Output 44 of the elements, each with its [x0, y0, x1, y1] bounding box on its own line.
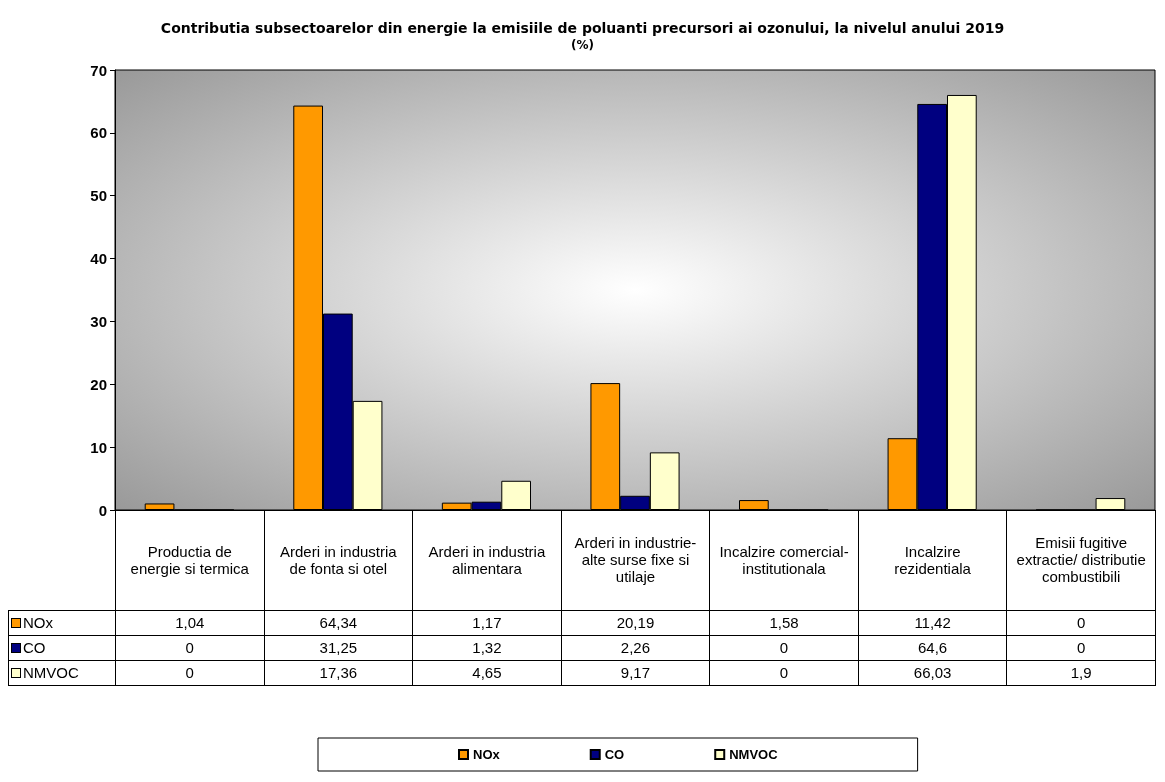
data-label: 31,25: [264, 635, 413, 660]
legend-label: CO: [604, 747, 625, 762]
text: NOx: [473, 747, 500, 762]
y-tick-label: 30: [90, 312, 107, 330]
data-label: 9,17: [561, 660, 710, 685]
y-tick-label: 10: [90, 438, 107, 456]
x-tick-label: Emisii fugitive extractie/ distributie combustibili: [1006, 510, 1156, 610]
data-label: 1,9: [1006, 660, 1156, 685]
x-tick-label: Arderi in industria de fonta si otel: [264, 510, 413, 610]
x-tick-label: Incalzire comercial-institutionala: [709, 510, 859, 610]
y-tick-label: 40: [90, 250, 107, 268]
data-label: 1,17: [412, 610, 562, 635]
data-label: 1,04: [115, 610, 265, 635]
y-tick-label: 60: [90, 124, 107, 142]
data-label: 0: [709, 660, 859, 685]
data-label: 1,58: [709, 610, 859, 635]
y-tick-label: 50: [90, 187, 107, 205]
data-label: 1,32: [412, 635, 562, 660]
x-tick-label: Productia de energie si termica: [115, 510, 265, 610]
x-tick-label: Incalzire rezidentiala: [858, 510, 1007, 610]
data-label: 20,19: [561, 610, 710, 635]
data-label: 4,65: [412, 660, 562, 685]
data-label: 66,03: [858, 660, 1007, 685]
data-label: 0: [115, 660, 265, 685]
y-tick-label: 70: [90, 61, 107, 79]
legend-label: NMVOC: [729, 747, 779, 762]
x-tick-label: Arderi in industria alimentara: [412, 510, 562, 610]
x-tick-label: Arderi in industrie-alte surse fixe si utilaje: [561, 510, 710, 610]
text: CO: [23, 639, 46, 656]
data-label: 0: [1006, 635, 1156, 660]
chart-subtitle: (%): [571, 38, 594, 52]
data-label: 0: [709, 635, 859, 660]
chart-title: Contributia subsectoarelor din energie la emisiile de poluanti precursori ai ozonului, la nivelul anului 2019: [160, 20, 1005, 36]
data-label: 0: [115, 635, 265, 660]
y-tick-label: 20: [90, 375, 107, 393]
data-label: 64,34: [264, 610, 413, 635]
text: NMVOC: [23, 664, 79, 681]
data-label: 2,26: [561, 635, 710, 660]
data-label: 17,36: [264, 660, 413, 685]
data-label: 11,42: [858, 610, 1007, 635]
legend-label: NOx: [8, 610, 116, 635]
y-tick-label: 0: [98, 501, 107, 519]
data-label: 64,6: [858, 635, 1007, 660]
data-label: 0: [1006, 610, 1156, 635]
